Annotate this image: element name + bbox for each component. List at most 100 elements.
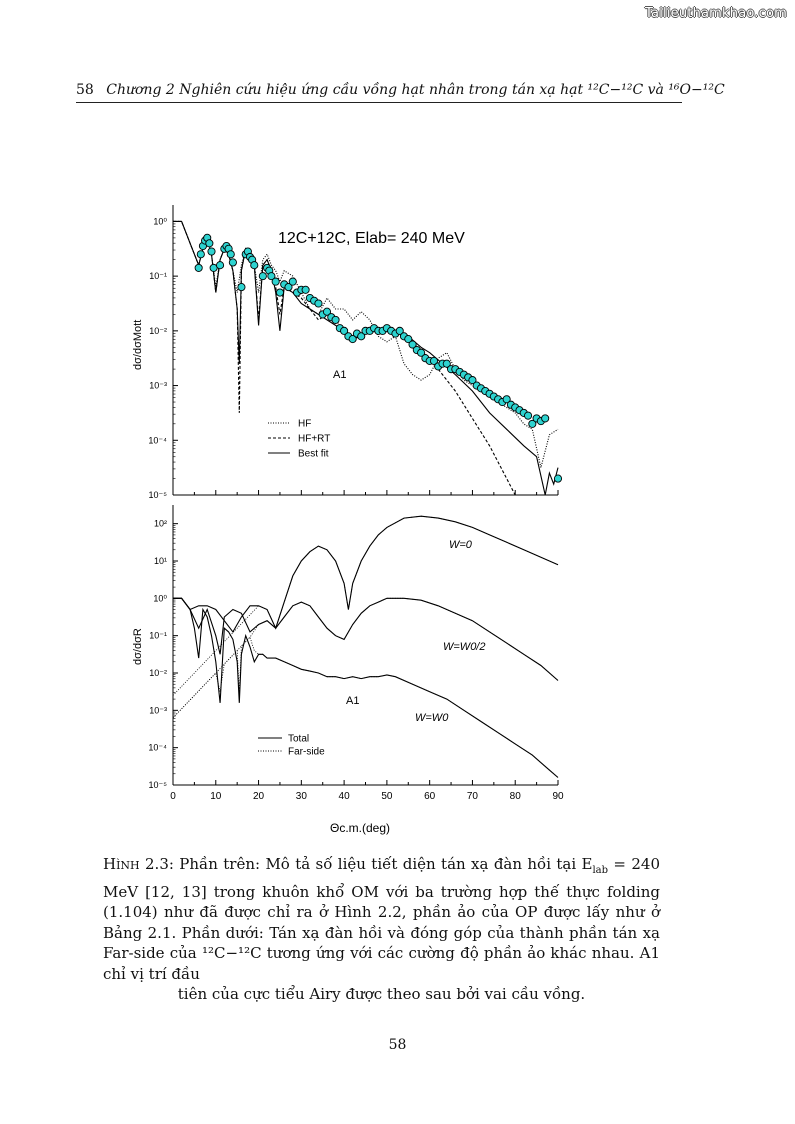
y-tick-label: 10⁻² [149, 326, 167, 336]
data-point [314, 299, 323, 308]
data-point [205, 239, 214, 248]
data-point [340, 326, 349, 335]
data-point [468, 376, 477, 385]
y-tick-label: 10⁻¹ [149, 271, 167, 281]
legend-label: HF+RT [298, 434, 330, 445]
y-tick-label: 10⁻⁵ [149, 490, 168, 500]
data-point [271, 277, 280, 286]
header-nuclei-1: ¹²C−¹²C [587, 82, 644, 98]
y-tick-label: 10⁻³ [149, 381, 167, 391]
y-tick-label: 10⁰ [153, 216, 167, 226]
legend-label: Far-side [288, 747, 325, 758]
data-point [553, 474, 563, 483]
data-point [288, 277, 297, 286]
y-axis-label: dσ/dσR [132, 628, 144, 665]
running-header: 58 Chương 2 Nghiên cứu hiệu ứng cầu vồng… [76, 82, 725, 103]
data-point [442, 359, 451, 368]
data-point [395, 326, 404, 335]
data-point [226, 250, 235, 259]
lower-panel: 10⁻⁵ 10⁻⁴ 10⁻³ 10⁻² 10⁻¹ 10⁰ 10¹ 10² 0 10 20 30 40 50… [132, 505, 564, 835]
caption-line-1: Phần trên: Mô tả số liệu tiết diện tán x… [173, 855, 593, 873]
data-point [258, 272, 267, 281]
series-line [173, 597, 559, 681]
x-tick-label: 0 [170, 791, 176, 802]
data-point [284, 283, 293, 292]
data-point [417, 348, 426, 357]
caption-line-5: ¹²C−¹²C tương ứng với các cường độ phần … [103, 944, 660, 983]
y-tick-label: 10⁻³ [149, 705, 167, 715]
far-side-line [172, 636, 559, 778]
data-point [322, 307, 332, 316]
caption-sub: lab [592, 865, 609, 876]
data-point [331, 315, 340, 324]
data-point [528, 419, 537, 428]
data-point [275, 288, 284, 297]
page-number: 58 [388, 1037, 407, 1053]
annotation: W=0 [449, 539, 473, 551]
x-tick-label: 50 [381, 791, 393, 802]
caption-line-4: Phần dưới: Tán xạ đàn hồi và đóng góp củ… [103, 923, 660, 963]
x-tick-label: 40 [339, 791, 351, 802]
y-tick-label: 10⁻² [149, 668, 167, 678]
x-axis-label: Θc.m.(deg) [330, 821, 390, 835]
data-point [196, 250, 205, 259]
y-tick-label: 10⁻¹ [149, 631, 167, 641]
far-side-line [172, 597, 559, 719]
data-point [237, 283, 246, 292]
upper-panel: 10⁻⁵ 10⁻⁴ 10⁻³ 10⁻² 10⁻¹ 10⁰ dσ/dσMott 12C+12C,… [132, 205, 563, 500]
annotation-a1: A1 [333, 369, 346, 381]
data-point [408, 340, 417, 349]
data-point [524, 411, 533, 420]
y-tick-label: 10¹ [154, 556, 167, 566]
far-side-line [172, 515, 559, 696]
legend-label: Best fit [298, 449, 329, 460]
data-point [357, 332, 366, 341]
x-tick-label: 90 [552, 791, 564, 802]
annotation: A1 [346, 695, 359, 707]
y-tick-label: 10⁻⁵ [149, 780, 168, 790]
header-chapter-title: Chương 2 Nghiên cứu hiệu ứng cầu vồng hạ… [106, 82, 588, 98]
data-point [404, 335, 413, 344]
series-line [173, 515, 559, 633]
x-tick-label: 80 [510, 791, 522, 802]
header-nuclei-2: ¹⁶O−¹²C [668, 82, 725, 98]
legend-label: Total [288, 734, 309, 745]
annotation: W=W0 [415, 712, 449, 724]
figure-caption: Hình 2.3: Phần trên: Mô tả số liệu tiết … [103, 854, 660, 1005]
data-point [541, 414, 550, 423]
y-tick-label: 10⁻⁴ [148, 435, 167, 445]
caption-label: Hình 2.3: [103, 855, 174, 873]
chart-title: 12C+12C, Elab= 240 MeV [278, 230, 465, 247]
legend-label: HF [298, 419, 311, 430]
data-point [301, 285, 310, 294]
header-conjunction: và [643, 82, 669, 98]
y-axis-label: dσ/dσMott [132, 320, 144, 370]
data-point [194, 263, 203, 272]
data-point [502, 395, 511, 404]
y-tick-label: 10⁰ [153, 593, 167, 603]
y-tick-label: 10⁻⁴ [148, 743, 167, 753]
caption-line-1b: = 240 [608, 855, 660, 873]
series-line [173, 220, 559, 468]
caption-line-2: MeV [12, 13] trong khuôn khổ OM với ba t… [103, 882, 660, 922]
caption-line-3: như đã được chỉ ra ở Hình 2.2, phần ảo c… [103, 903, 660, 942]
x-tick-label: 10 [210, 791, 222, 802]
data-point [348, 335, 357, 344]
series-line [173, 597, 559, 778]
series-line [173, 220, 516, 496]
annotation: W=W0/2 [443, 641, 485, 653]
data-point [207, 247, 216, 256]
x-tick-label: 70 [467, 791, 479, 802]
caption-line-6: tiên của cực tiểu Airy được theo sau bởi… [177, 985, 586, 1003]
data-point [267, 272, 276, 281]
data-point [228, 258, 237, 267]
x-tick-label: 60 [424, 791, 436, 802]
data-point [216, 261, 225, 270]
x-tick-label: 20 [253, 791, 265, 802]
watermark: Tailieuthamkhao.com [645, 6, 787, 21]
data-point [429, 356, 438, 365]
header-page-number: 58 [76, 82, 94, 98]
x-tick-label: 30 [296, 791, 308, 802]
data-point [250, 261, 259, 270]
